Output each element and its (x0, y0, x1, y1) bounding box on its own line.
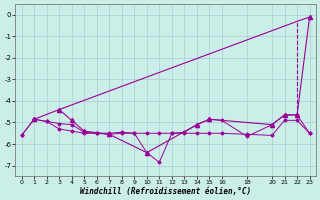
X-axis label: Windchill (Refroidissement éolien,°C): Windchill (Refroidissement éolien,°C) (80, 187, 251, 196)
